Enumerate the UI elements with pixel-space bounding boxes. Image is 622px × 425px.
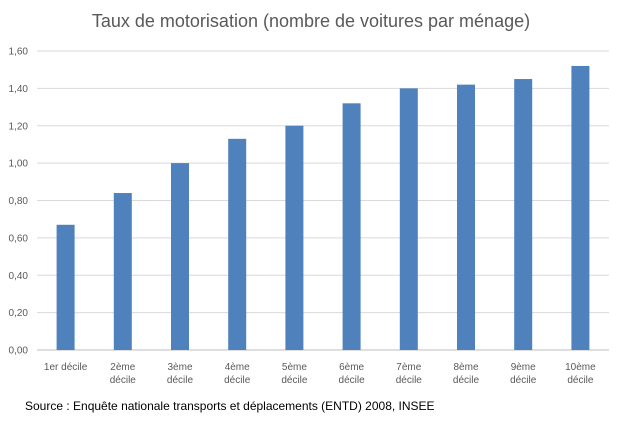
bar xyxy=(571,65,590,350)
x-tick-label: 8ème décile xyxy=(453,362,480,386)
x-tick-label: 4ème décile xyxy=(224,362,251,386)
y-tick-label: 0,20 xyxy=(9,308,29,319)
y-tick-label: 1,60 xyxy=(9,47,29,58)
x-tick-label: 7ème décile xyxy=(396,362,423,386)
x-tick-label: 5ème décile xyxy=(281,362,308,386)
bar xyxy=(56,224,75,350)
x-tick-label: 9ème décile xyxy=(510,362,537,386)
bar xyxy=(285,125,304,350)
y-tick-label: 0,80 xyxy=(9,196,29,207)
bar xyxy=(457,84,475,350)
y-tick-label: 0,00 xyxy=(9,346,29,357)
y-axis-ticks: 0,00 0,20 0,40 0,60 0,80 1,00 1,20 1,40 1,60 xyxy=(9,47,29,357)
bar xyxy=(113,193,132,350)
x-tick-label: 6ème décile xyxy=(339,362,366,386)
gridlines xyxy=(37,50,609,351)
x-axis-ticks: 1er décile 2ème décile 3ème décile 4ème décile… xyxy=(44,362,596,386)
bar xyxy=(399,88,418,350)
bar xyxy=(228,138,247,350)
bar xyxy=(514,79,533,350)
y-tick-label: 0,60 xyxy=(9,233,29,244)
source-note: Source : Enquête nationale transports et… xyxy=(25,399,435,413)
x-tick-label: 3ème décile xyxy=(167,362,194,386)
bar xyxy=(342,103,361,350)
chart-title: Taux de motorisation (nombre de voitures… xyxy=(92,11,530,31)
y-tick-label: 1,40 xyxy=(9,84,29,95)
y-tick-label: 1,00 xyxy=(9,159,29,170)
x-tick-label: 1er décile xyxy=(44,362,88,373)
x-tick-label: 10ème décile xyxy=(565,362,596,386)
y-tick-label: 0,40 xyxy=(9,271,29,282)
y-tick-label: 1,20 xyxy=(9,121,29,132)
bars xyxy=(56,65,590,350)
bar xyxy=(171,163,189,350)
x-tick-label: 2ème décile xyxy=(110,362,137,386)
